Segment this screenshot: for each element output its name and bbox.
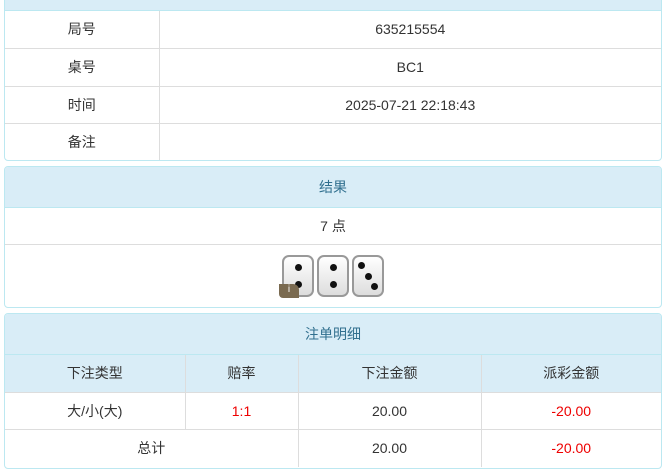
total-row: 总计 20.00 -20.00	[5, 428, 661, 467]
header-type: 下注类型	[66, 365, 123, 382]
die-2	[317, 255, 349, 297]
round-value: 635215554	[158, 11, 661, 48]
info-panel: 局号 635215554 桌号 BC1 时间 2025-07-21 22:18:43 …	[4, 0, 662, 161]
result-title: 结果	[5, 167, 661, 208]
bets-table: 下注类型 赔率 下注金额 派彩金额 大/小(大) 1:1 20.00 -20.0…	[5, 355, 661, 467]
die-pip	[358, 261, 366, 269]
bet-amount: 20.00	[297, 391, 481, 429]
die-pip	[329, 280, 337, 288]
bets-header-row: 下注类型 赔率 下注金额 派彩金额	[5, 355, 661, 392]
total-amount: 20.00	[297, 428, 481, 467]
info-panel-header	[5, 0, 661, 11]
result-points: 7 点	[5, 208, 661, 245]
total-label: 总计	[5, 428, 298, 467]
die-pip	[329, 264, 337, 272]
header-amount: 下注金额	[297, 355, 481, 392]
bets-title: 注单明细	[5, 314, 661, 355]
bet-odds: 1:1	[184, 391, 298, 429]
note-value	[158, 122, 661, 160]
table-label: 桌号	[5, 47, 159, 86]
table-row: 备注	[5, 122, 661, 160]
header-payout: 派彩金额	[480, 355, 661, 392]
table-row: 局号 635215554	[5, 11, 661, 48]
header-odds: 赔率	[184, 355, 298, 392]
table-value: BC1	[158, 47, 661, 86]
die-pip	[294, 280, 302, 288]
table-row: 时间 2025-07-21 22:18:43	[5, 85, 661, 123]
time-label: 时间	[5, 85, 159, 123]
time-value: 2025-07-21 22:18:43	[158, 85, 661, 123]
die-3	[352, 255, 384, 297]
table-row: 桌号 BC1	[5, 47, 661, 86]
bet-payout: -20.00	[480, 391, 661, 429]
bet-type: 大/小(大)	[5, 391, 185, 429]
die-pip	[294, 264, 302, 272]
dice-row	[5, 245, 661, 297]
info-icon[interactable]: i	[279, 284, 299, 298]
info-table: 局号 635215554 桌号 BC1 时间 2025-07-21 22:18:43 …	[5, 11, 661, 160]
total-payout: -20.00	[480, 428, 661, 467]
table-row: 大/小(大) 1:1 20.00 -20.00	[5, 391, 661, 429]
die-pip	[364, 272, 372, 280]
bets-panel: 注单明细 下注类型 赔率 下注金额 派彩金额 大/小(大) 1:1 20.00 …	[4, 313, 662, 469]
die-pip	[370, 283, 378, 291]
result-panel: 结果 7 点	[4, 166, 662, 308]
note-label: 备注	[5, 122, 159, 160]
round-label: 局号	[67, 21, 96, 38]
